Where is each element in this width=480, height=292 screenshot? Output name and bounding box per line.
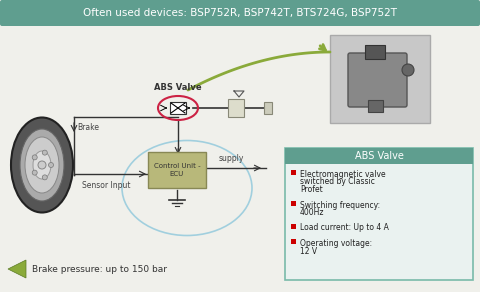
Text: 400Hz: 400Hz — [300, 208, 324, 217]
Ellipse shape — [20, 129, 64, 201]
Text: Profet: Profet — [300, 185, 323, 194]
Ellipse shape — [11, 117, 73, 213]
FancyBboxPatch shape — [148, 152, 206, 188]
Text: Control Unit -
ECU: Control Unit - ECU — [154, 163, 200, 177]
Text: ABS Valve: ABS Valve — [154, 83, 202, 92]
Text: Often used devices: BSP752R, BSP742T, BTS724G, BSP752T: Often used devices: BSP752R, BSP742T, BT… — [83, 8, 397, 18]
FancyBboxPatch shape — [291, 201, 296, 206]
FancyBboxPatch shape — [365, 45, 385, 59]
FancyBboxPatch shape — [348, 53, 407, 107]
FancyBboxPatch shape — [0, 0, 480, 26]
Polygon shape — [8, 260, 26, 278]
Circle shape — [42, 150, 48, 155]
FancyBboxPatch shape — [264, 102, 272, 114]
Text: Electromagnetic valve: Electromagnetic valve — [300, 170, 385, 179]
Circle shape — [32, 155, 37, 160]
FancyBboxPatch shape — [291, 239, 296, 244]
FancyBboxPatch shape — [228, 99, 244, 117]
Circle shape — [42, 175, 48, 180]
FancyBboxPatch shape — [170, 102, 186, 114]
Text: Load current: Up to 4 A: Load current: Up to 4 A — [300, 223, 389, 232]
Text: Sensor Input: Sensor Input — [82, 181, 130, 190]
Text: switched by Classic: switched by Classic — [300, 178, 375, 187]
FancyBboxPatch shape — [368, 100, 383, 112]
Text: Switching frequency:: Switching frequency: — [300, 201, 380, 209]
Circle shape — [32, 170, 37, 175]
Text: Operating voltage:: Operating voltage: — [300, 239, 372, 248]
Text: Brake: Brake — [77, 124, 99, 133]
FancyBboxPatch shape — [291, 170, 296, 175]
Circle shape — [48, 163, 53, 168]
Circle shape — [38, 161, 46, 169]
FancyBboxPatch shape — [291, 223, 296, 229]
Text: Brake pressure: up to 150 bar: Brake pressure: up to 150 bar — [32, 265, 167, 274]
Text: 12 V: 12 V — [300, 246, 317, 256]
Ellipse shape — [25, 137, 59, 193]
FancyBboxPatch shape — [285, 148, 473, 164]
Ellipse shape — [33, 151, 51, 179]
Text: ABS Valve: ABS Valve — [355, 151, 403, 161]
Text: supply: supply — [218, 154, 244, 163]
FancyBboxPatch shape — [285, 148, 473, 280]
Ellipse shape — [402, 64, 414, 76]
FancyBboxPatch shape — [330, 35, 430, 123]
